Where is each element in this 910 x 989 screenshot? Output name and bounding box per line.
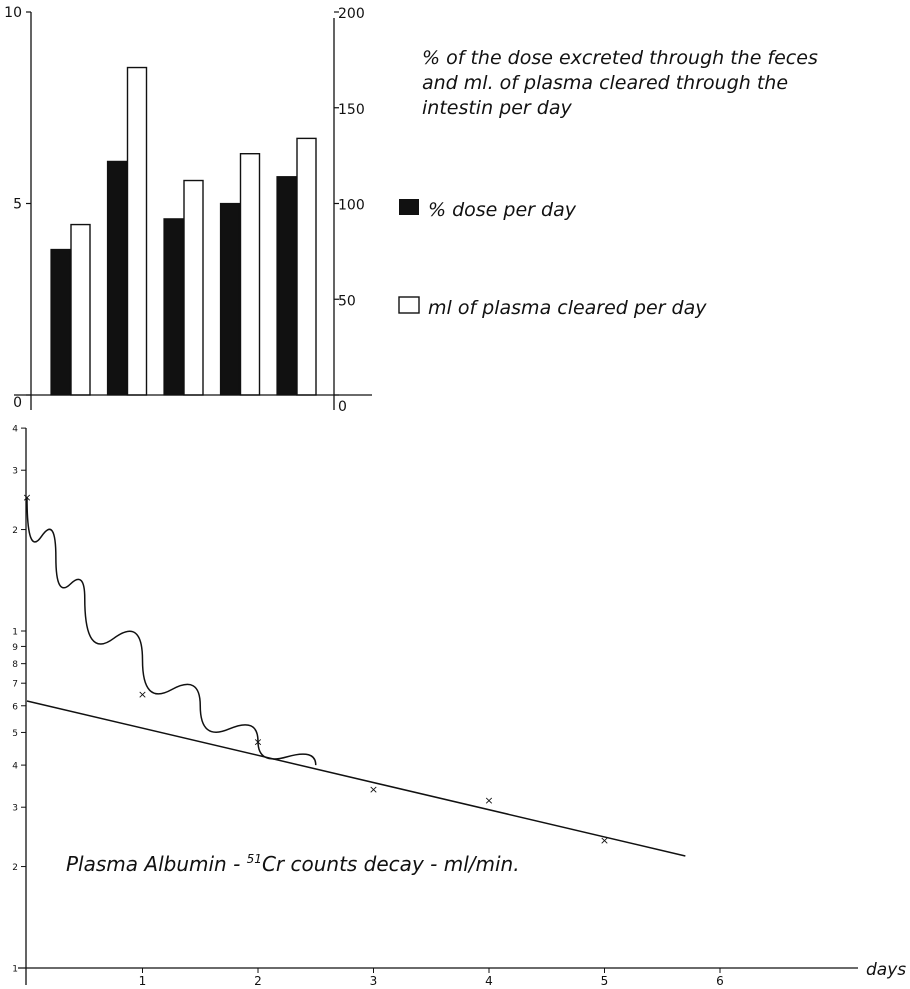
bar-chart-title-line-3: intestin per day <box>422 97 572 119</box>
left-axis-tick-label: 0 <box>13 395 22 411</box>
decay-y-tick-label: 9 <box>12 643 18 653</box>
legend-label-plasma: ml of plasma cleared per day <box>428 297 707 319</box>
decay-x-tick-label: 2 <box>254 974 262 988</box>
decay-y-tick-label: 4 <box>12 425 18 435</box>
decay-point-marker: × <box>253 736 262 749</box>
bar-chart: 0 5 10 0 50 100 150 200 % of the dose excreted… <box>4 5 818 415</box>
bar-plasma <box>239 153 261 396</box>
decay-y-tick-label: 6 <box>12 702 18 712</box>
bar-plasma <box>296 137 317 396</box>
decay-y-tick-label: 4 <box>12 762 18 772</box>
bar-plasma <box>183 179 204 396</box>
decay-fast-curve <box>26 496 317 766</box>
decay-x-tick-label: 4 <box>485 974 493 988</box>
left-axis-tick-label: 10 <box>4 5 22 21</box>
decay-point-marker: × <box>138 688 147 701</box>
right-axis-tick-label: 150 <box>338 102 365 118</box>
bar-chart-title-line-2: and ml. of plasma cleared through the <box>422 72 788 94</box>
bar-dose <box>219 202 241 396</box>
decay-chart: 1 2 3 4 5 6 7 8 9 1 2 3 4 1 2 3 4 5 6 × × × × × × days Plasma … <box>12 425 906 988</box>
decay-y-tick-label: 1 <box>12 628 18 638</box>
decay-x-tick-label: 5 <box>601 974 609 988</box>
left-axis-tick-label: 5 <box>13 197 22 213</box>
decay-chart-title: Plasma Albumin - 51Cr counts decay - ml/… <box>66 852 520 876</box>
decay-y-tick-label: 2 <box>12 863 18 873</box>
decay-point-marker: × <box>484 794 493 807</box>
legend-swatch-plasma <box>398 296 420 314</box>
decay-points: × × × × × × <box>22 491 609 847</box>
decay-x-label: days <box>866 960 906 980</box>
bar-dose <box>163 218 184 396</box>
decay-x-ticks: 1 2 3 4 5 6 <box>139 968 724 988</box>
decay-y-tick-label: 2 <box>12 526 18 536</box>
decay-x-tick-label: 1 <box>139 974 147 988</box>
decay-y-tick-label: 8 <box>12 660 18 670</box>
decay-y-tick-label: 5 <box>12 729 18 739</box>
right-axis-tick-label: 200 <box>338 6 365 22</box>
bar-dose <box>50 248 71 396</box>
right-axis-ticks: 0 50 100 150 200 <box>334 6 365 415</box>
legend-label-dose: % dose per day <box>428 199 577 221</box>
decay-point-marker: × <box>600 834 609 847</box>
right-axis-tick-label: 100 <box>338 198 365 214</box>
decay-x-tick-label: 3 <box>370 974 378 988</box>
decay-x-tick-label: 6 <box>716 974 724 988</box>
decay-point-marker: × <box>22 491 31 504</box>
decay-y-tick-label: 7 <box>12 680 18 690</box>
decay-title-superscript: 51 <box>247 852 262 866</box>
bar-dose <box>106 160 128 396</box>
decay-slow-line <box>26 700 686 857</box>
decay-y-tick-label: 3 <box>12 467 18 477</box>
bar-plasma <box>126 66 148 396</box>
right-axis-tick-label: 50 <box>338 293 356 309</box>
bar-group <box>50 66 317 396</box>
decay-y-tick-label: 1 <box>12 965 18 975</box>
right-axis-tick-label: 0 <box>338 399 347 415</box>
decay-title-prefix: Plasma Albumin - <box>66 852 247 876</box>
decay-y-ticks: 1 2 3 4 5 6 7 8 9 1 2 3 4 <box>12 425 26 975</box>
decay-title-suffix: Cr counts decay - ml/min. <box>262 852 520 876</box>
left-axis-ticks: 0 5 10 <box>4 5 31 411</box>
bar-chart-title-line-1: % of the dose excreted through the feces <box>422 47 818 69</box>
decay-y-tick-label: 3 <box>12 804 18 814</box>
decay-point-marker: × <box>369 783 378 796</box>
legend-swatch-dose <box>399 199 419 215</box>
decay-lines <box>26 496 686 857</box>
bar-dose <box>276 176 297 396</box>
bar-plasma <box>70 223 91 396</box>
